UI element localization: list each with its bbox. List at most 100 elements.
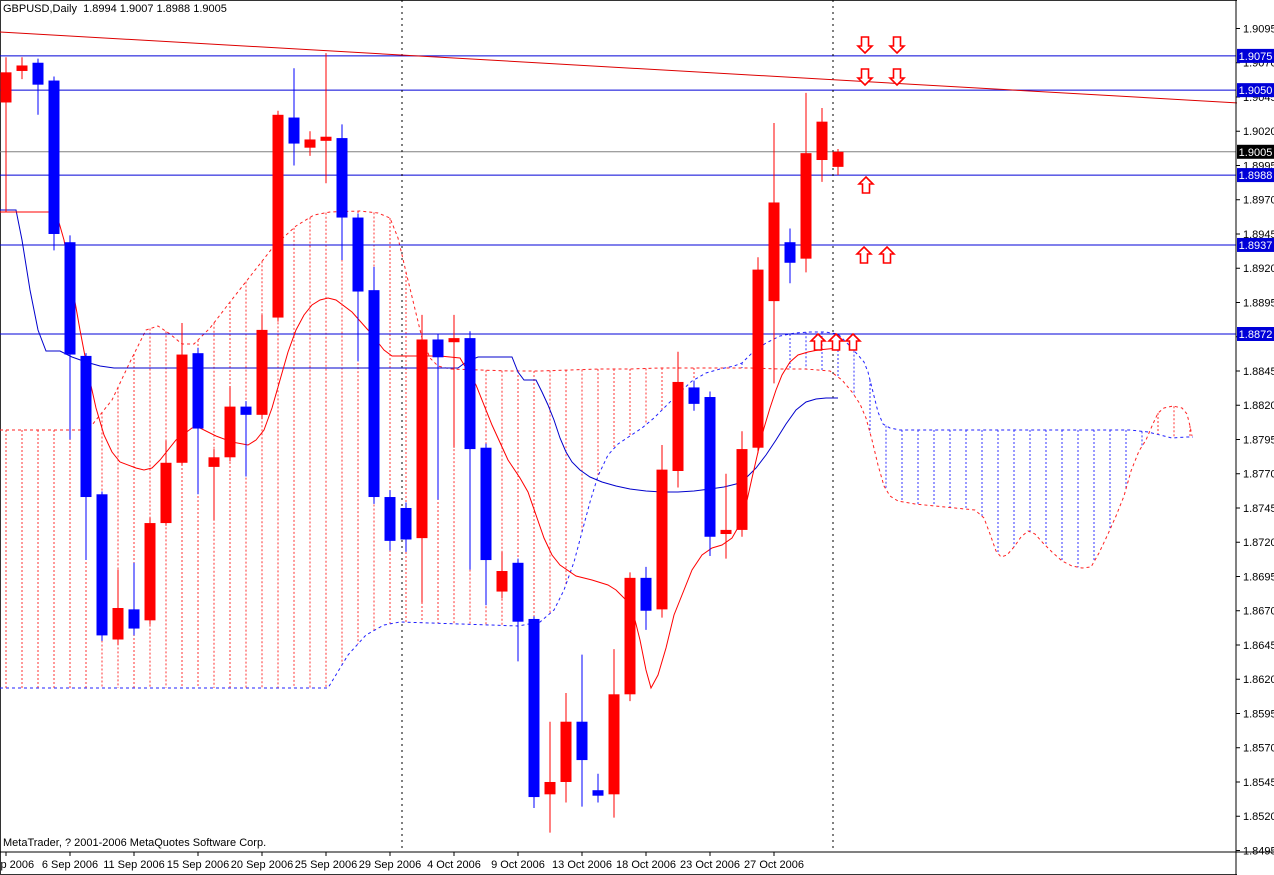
price-badge-label: 1.9005 xyxy=(1239,147,1273,159)
signal-arrow-down-icon xyxy=(856,36,874,55)
candle-bullish xyxy=(160,462,172,524)
price-label: 1.8495 xyxy=(1243,845,1274,857)
candle-bullish xyxy=(560,721,572,782)
candle-bearish xyxy=(96,494,108,636)
candle-bullish xyxy=(448,338,460,343)
candle-bearish xyxy=(288,117,300,144)
date-label: 13 Oct 2006 xyxy=(552,859,612,871)
signal-arrow-down-icon xyxy=(856,68,874,87)
candle-bullish xyxy=(0,72,12,103)
candle-bullish xyxy=(112,608,124,640)
candle-bullish xyxy=(16,65,28,71)
candle-bullish xyxy=(272,114,284,318)
price-badge xyxy=(1237,144,1274,159)
candle-bullish xyxy=(736,449,748,530)
price-badge xyxy=(1237,83,1274,98)
signal-arrow-down-icon xyxy=(888,36,906,55)
candle-bearish xyxy=(64,242,76,355)
candle-bearish xyxy=(512,562,524,622)
date-label: 1 Sep 2006 xyxy=(0,859,34,871)
candle-bearish xyxy=(192,353,204,429)
candle-bullish xyxy=(208,457,220,467)
signal-arrow-up-icon xyxy=(857,175,875,194)
candle-bearish xyxy=(704,397,716,537)
signal-arrow-up-icon xyxy=(844,332,862,351)
date-label: 9 Oct 2006 xyxy=(491,859,545,871)
candle-bullish xyxy=(256,329,268,415)
price-label: 1.8845 xyxy=(1243,366,1274,378)
price-label: 1.9095 xyxy=(1243,23,1274,35)
candle-bullish xyxy=(176,354,188,463)
price-label: 1.8745 xyxy=(1243,503,1274,515)
date-label: 27 Oct 2006 xyxy=(744,859,804,871)
candle-bullish xyxy=(608,694,620,795)
price-label: 1.8695 xyxy=(1243,571,1274,583)
candle-bullish xyxy=(816,121,828,161)
candle-bearish xyxy=(48,80,60,234)
price-label: 1.8920 xyxy=(1243,263,1274,275)
candle-bullish xyxy=(304,139,316,148)
price-badge xyxy=(1237,327,1274,341)
candle-bearish xyxy=(784,242,796,263)
candle-bearish xyxy=(336,138,348,218)
candle-bearish xyxy=(640,577,652,611)
candle-bullish xyxy=(320,136,332,141)
price-label: 1.8795 xyxy=(1243,434,1274,446)
price-label: 1.8970 xyxy=(1243,195,1274,207)
price-badge xyxy=(1237,48,1274,63)
price-label: 1.8670 xyxy=(1243,606,1274,618)
signal-arrow-up-icon xyxy=(809,332,827,351)
date-label: 15 Sep 2006 xyxy=(167,859,229,871)
candle-bearish xyxy=(528,618,540,798)
price-badge xyxy=(1237,237,1274,252)
candle-bullish xyxy=(832,151,844,167)
candle-bearish xyxy=(464,338,476,450)
chart-title: GBPUSD,Daily 1.8994 1.9007 1.8988 1.9005 xyxy=(3,3,227,15)
price-label: 1.8770 xyxy=(1243,469,1274,481)
copyright-label: MetaTrader, ? 2001-2006 MetaQuotes Softw… xyxy=(3,837,267,849)
price-badge xyxy=(1237,168,1274,183)
date-label: 4 Oct 2006 xyxy=(427,859,481,871)
candle-bullish xyxy=(768,202,780,302)
signal-arrow-up-icon xyxy=(855,245,873,264)
price-badge-label: 1.9075 xyxy=(1239,51,1273,63)
date-label: 11 Sep 2006 xyxy=(103,859,165,871)
date-label: 25 Sep 2006 xyxy=(295,859,357,871)
price-label: 1.8720 xyxy=(1243,537,1274,549)
candle-bearish xyxy=(480,447,492,561)
date-label: 29 Sep 2006 xyxy=(359,859,421,871)
candle-bullish xyxy=(144,523,156,621)
price-label: 1.8520 xyxy=(1243,811,1274,823)
price-badge-label: 1.8937 xyxy=(1239,240,1273,252)
candle-bearish xyxy=(352,217,364,292)
price-badge-label: 1.8872 xyxy=(1239,329,1273,341)
candle-bullish xyxy=(416,339,428,539)
price-label: 1.8595 xyxy=(1243,708,1274,720)
price-badge-label: 1.8988 xyxy=(1239,170,1273,182)
candle-bearish xyxy=(368,290,380,498)
candle-bearish xyxy=(576,721,588,761)
candle-bearish xyxy=(128,609,140,629)
candle-bearish xyxy=(432,339,444,358)
descending-trendline[interactable] xyxy=(0,31,1274,106)
price-label: 1.8895 xyxy=(1243,297,1274,309)
date-label: 18 Oct 2006 xyxy=(616,859,676,871)
quote-ohlc-label: 1.8994 1.9007 1.8988 1.9005 xyxy=(83,3,227,15)
candle-bullish xyxy=(656,469,668,610)
candle-bullish xyxy=(800,153,812,259)
ichimoku-kijun-sen-line xyxy=(0,209,838,493)
signal-arrow-down-icon xyxy=(888,68,906,87)
price-label: 1.8620 xyxy=(1243,674,1274,686)
candle-bullish xyxy=(224,406,236,458)
signal-arrow-up-icon xyxy=(878,245,896,264)
candle-bullish xyxy=(752,269,764,448)
ichimoku-senkou-span-a-line xyxy=(0,331,1193,689)
candle-bullish xyxy=(624,577,636,695)
date-label: 6 Sep 2006 xyxy=(42,859,98,871)
signal-arrow-up-icon xyxy=(827,332,845,351)
date-label: 23 Oct 2006 xyxy=(680,859,740,871)
candle-bearish xyxy=(384,497,396,541)
candle-bearish xyxy=(80,355,92,498)
